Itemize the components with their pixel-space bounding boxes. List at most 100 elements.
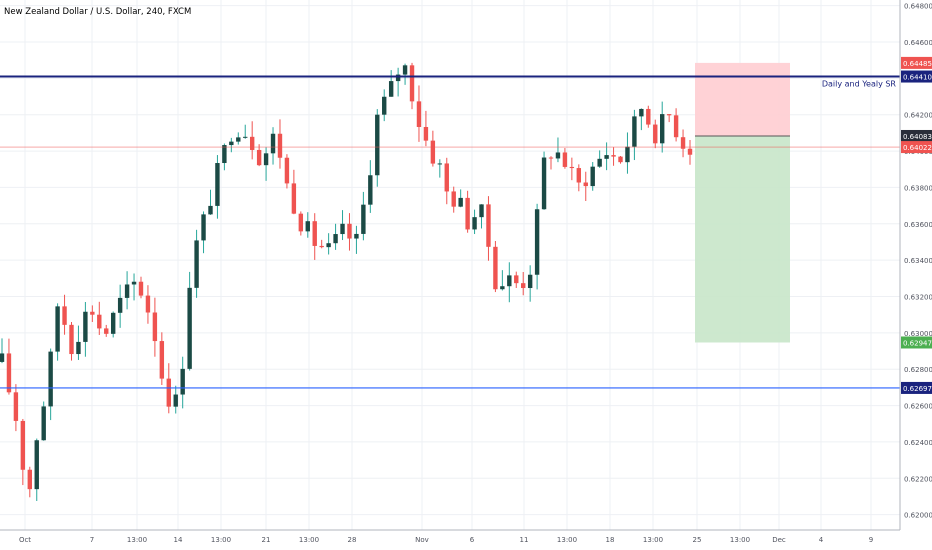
x-tick-label: 18 — [606, 536, 615, 544]
candle — [687, 139, 693, 165]
candle — [110, 311, 116, 338]
candle — [486, 196, 491, 261]
candle-body — [284, 157, 290, 184]
candle-body — [0, 353, 5, 362]
candle-body — [660, 114, 665, 144]
y-tick-label: 0.63000 — [904, 330, 932, 338]
candle-body — [236, 137, 241, 142]
candle-body — [625, 146, 630, 163]
candle — [138, 276, 144, 299]
candle-body — [291, 183, 297, 214]
candle-body — [145, 295, 151, 313]
stop-loss-zone[interactable] — [695, 62, 790, 136]
candle-body — [437, 163, 443, 165]
candle — [576, 164, 582, 192]
candle-body — [201, 214, 206, 241]
candle-body — [590, 166, 595, 187]
candle — [83, 301, 88, 357]
candle — [590, 162, 595, 191]
x-tick-label: 21 — [262, 536, 271, 544]
candle — [555, 137, 561, 163]
y-tick-label: 0.63600 — [904, 221, 932, 229]
candle — [104, 324, 109, 337]
candle-body — [639, 108, 644, 117]
candle-body — [194, 240, 199, 288]
candle — [180, 356, 185, 409]
candle — [76, 325, 81, 360]
candle — [27, 466, 32, 498]
candle — [236, 132, 241, 145]
candle-body — [13, 392, 19, 421]
x-tick-label: 11 — [520, 536, 529, 544]
candle-body — [541, 157, 547, 210]
candle — [618, 156, 623, 164]
stop-price-label-bg — [901, 56, 932, 69]
candle — [493, 241, 498, 293]
candle-body — [444, 163, 449, 192]
y-tick-label: 0.64600 — [904, 39, 932, 47]
candle-body — [319, 245, 324, 248]
candle — [611, 147, 616, 166]
candle — [298, 211, 304, 236]
candle — [270, 127, 276, 165]
candle — [277, 119, 283, 169]
candle-body — [208, 205, 213, 215]
x-tick-label: 13:00 — [730, 536, 750, 544]
candle — [597, 150, 602, 168]
x-tick-label: Nov — [415, 536, 429, 544]
candle-body — [673, 115, 679, 138]
candle — [423, 110, 429, 147]
candle — [604, 142, 609, 171]
candle-body — [180, 368, 185, 395]
candle — [354, 225, 359, 254]
candle-body — [229, 141, 234, 146]
y-tick-label: 0.63400 — [904, 257, 932, 265]
target-price-label-text: 0.62947 — [903, 339, 932, 347]
candle-body — [312, 221, 317, 246]
candle — [632, 109, 637, 161]
candle-body — [249, 136, 255, 150]
candle-body — [653, 124, 658, 144]
x-tick-label: 13:00 — [299, 536, 319, 544]
x-tick-label: Oct — [19, 536, 31, 544]
time-axis[interactable]: Oct 7 13:00 14 13:00 21 13:00 28 Nov 6 11 13:00 18 13… — [19, 536, 873, 544]
target-price-label-bg — [901, 336, 932, 349]
candle-body — [618, 156, 623, 163]
candle — [660, 101, 665, 153]
x-tick-label: Dec — [772, 536, 786, 544]
candle — [500, 270, 505, 291]
candle — [319, 239, 324, 249]
x-tick-label: 25 — [693, 536, 702, 544]
candle — [131, 273, 137, 301]
candle-body — [555, 152, 561, 159]
candle — [472, 209, 477, 235]
candle-body — [159, 341, 165, 379]
candle-body — [55, 306, 60, 352]
candle-body — [486, 204, 491, 247]
candle-body — [340, 223, 345, 235]
candle-body — [534, 209, 540, 275]
take-profit-zone[interactable] — [695, 135, 790, 343]
candle — [229, 137, 234, 153]
sr-top-price-label-text: 0.64410 — [903, 74, 932, 82]
candle-body — [34, 440, 39, 490]
candle-body — [368, 175, 373, 205]
y-tick-label: 0.62400 — [904, 439, 932, 447]
candle — [124, 271, 130, 310]
sr-annotation: Daily and Yealy SR — [822, 80, 897, 89]
candle-body — [152, 312, 158, 342]
candle — [521, 271, 526, 296]
candle-body — [124, 284, 130, 298]
candle — [368, 160, 373, 213]
candle — [444, 157, 449, 205]
candle — [548, 156, 554, 170]
candle-body — [576, 168, 582, 183]
candle — [55, 303, 60, 361]
candle-body — [131, 281, 137, 285]
candle — [479, 204, 484, 229]
candle — [201, 211, 206, 254]
candle-body — [472, 217, 477, 230]
candle-body — [104, 328, 109, 334]
candle — [69, 322, 74, 361]
